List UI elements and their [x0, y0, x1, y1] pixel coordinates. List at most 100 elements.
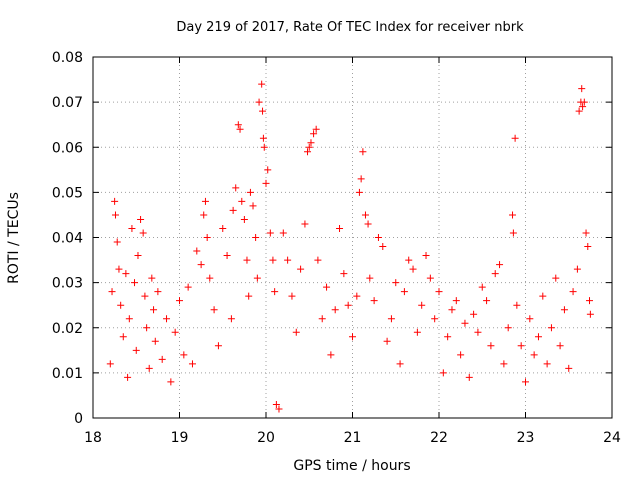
data-point: [106, 360, 114, 368]
data-point: [288, 292, 296, 300]
data-point: [491, 270, 499, 278]
data-point: [336, 224, 344, 232]
data-point: [509, 229, 517, 237]
x-tick-label: 22: [430, 430, 448, 446]
data-point: [582, 229, 590, 237]
data-point: [184, 283, 192, 291]
data-point: [331, 306, 339, 314]
data-point: [323, 283, 331, 291]
data-point: [435, 288, 443, 296]
x-tick-label: 20: [257, 430, 275, 446]
data-point: [312, 125, 320, 133]
data-point: [573, 265, 581, 273]
x-tick-label: 19: [171, 430, 189, 446]
data-point: [253, 274, 261, 282]
data-point: [517, 342, 525, 350]
data-point: [163, 315, 171, 323]
data-point: [272, 400, 280, 408]
data-point: [111, 211, 119, 219]
data-point: [556, 342, 564, 350]
data-point: [353, 292, 361, 300]
data-point: [154, 288, 162, 296]
data-point: [236, 125, 244, 133]
axis-ticks: [92, 56, 613, 419]
data-point: [513, 301, 521, 309]
data-point: [269, 256, 277, 264]
y-tick-label: 0.01: [52, 366, 83, 382]
data-point: [131, 279, 139, 287]
data-point: [400, 288, 408, 296]
data-point: [439, 369, 447, 377]
data-point: [158, 355, 166, 363]
data-point: [266, 229, 274, 237]
data-point: [465, 373, 473, 381]
data-point: [444, 333, 452, 341]
data-point: [258, 80, 266, 88]
data-point: [137, 215, 145, 223]
data-point: [119, 333, 127, 341]
data-point: [344, 301, 352, 309]
data-point: [448, 306, 456, 314]
data-point: [180, 351, 188, 359]
y-tick-label: 0.06: [52, 140, 83, 156]
data-point: [134, 252, 142, 260]
data-point: [252, 234, 260, 241]
y-tick-label: 0.07: [52, 95, 83, 111]
x-tick-label: 24: [603, 430, 621, 446]
data-point: [396, 360, 404, 368]
data-point: [461, 319, 469, 327]
data-point: [206, 274, 214, 282]
data-point: [243, 256, 251, 264]
data-point: [262, 179, 270, 187]
data-point: [405, 256, 413, 264]
data-point: [387, 315, 395, 323]
data-point: [474, 328, 482, 336]
data-point: [314, 256, 322, 264]
data-point: [214, 342, 222, 350]
data-point: [201, 197, 209, 205]
data-point: [539, 292, 547, 300]
data-point: [141, 292, 149, 300]
data-point: [431, 315, 439, 323]
data-point: [586, 297, 594, 305]
data-point: [383, 337, 391, 345]
data-point: [340, 270, 348, 278]
data-point: [229, 206, 237, 214]
data-point: [361, 211, 369, 219]
data-point: [586, 310, 594, 318]
grid-lines: [93, 57, 612, 418]
data-point: [509, 211, 517, 219]
data-point: [145, 364, 153, 372]
data-point: [150, 306, 158, 314]
y-tick-label: 0.04: [52, 231, 83, 247]
data-point: [418, 301, 426, 309]
data-point: [366, 274, 374, 282]
data-points: [106, 80, 594, 413]
y-tick-label: 0.02: [52, 321, 83, 337]
chart-title: Day 219 of 2017, Rate Of TEC Index for r…: [176, 20, 524, 35]
data-point: [301, 220, 309, 228]
x-axis-label: GPS time / hours: [293, 458, 410, 474]
data-point: [357, 175, 365, 183]
data-point: [171, 328, 179, 336]
y-tick-labels: 0 0.01 0.02 0.03 0.04 0.05 0.06 0.07 0.08: [52, 50, 83, 427]
data-point: [409, 265, 417, 273]
data-point: [111, 197, 119, 205]
x-tick-label: 18: [84, 430, 102, 446]
data-point: [359, 148, 367, 156]
data-point: [422, 252, 430, 260]
data-point: [193, 247, 201, 255]
data-point: [318, 315, 326, 323]
data-point: [117, 301, 125, 309]
data-point: [584, 243, 592, 251]
data-point: [240, 215, 248, 223]
data-point: [543, 360, 551, 368]
data-point: [370, 297, 378, 305]
data-point: [452, 297, 460, 305]
data-point: [219, 224, 227, 232]
data-point: [124, 373, 132, 381]
data-point: [470, 310, 478, 318]
data-point: [148, 274, 156, 282]
data-point: [578, 85, 586, 93]
data-point: [349, 333, 356, 341]
